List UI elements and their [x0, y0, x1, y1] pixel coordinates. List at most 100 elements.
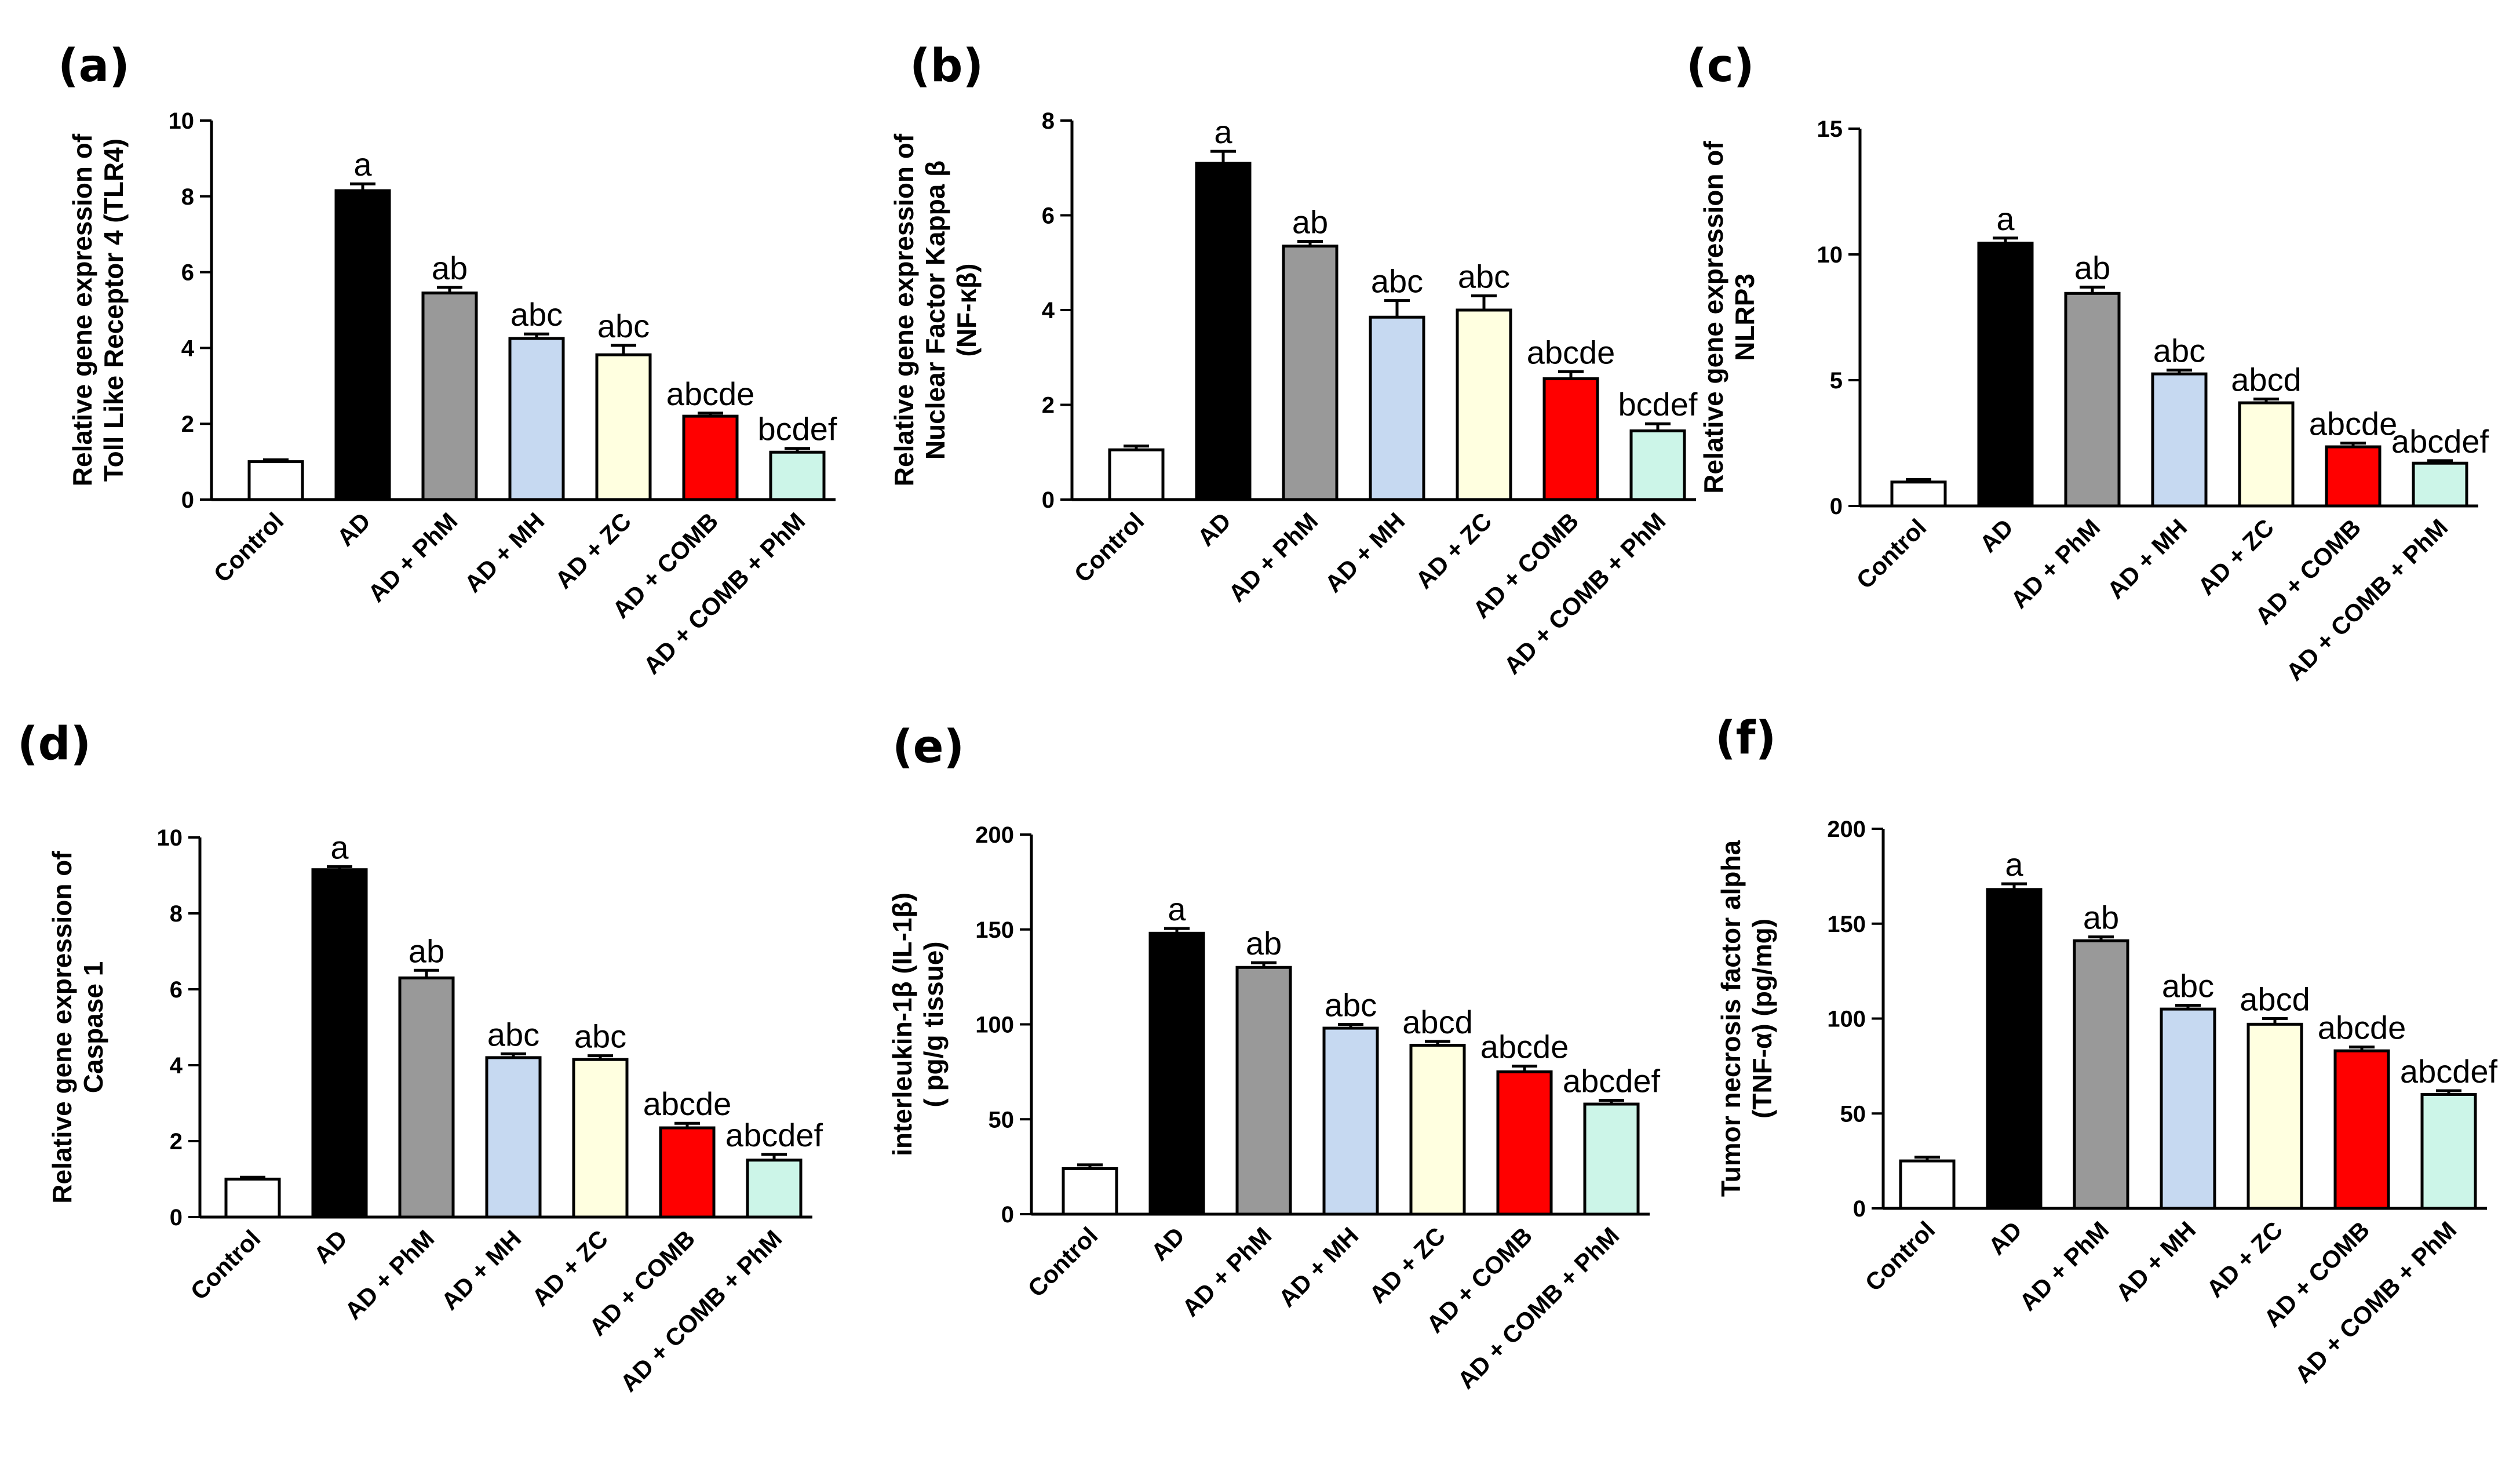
bar	[2333, 1049, 2390, 1210]
category-label: AD	[1974, 513, 2018, 558]
significance-label: bcdef	[1618, 386, 1698, 422]
significance-label: abcde	[1527, 334, 1615, 370]
significance-label: abc	[574, 1018, 626, 1055]
category-label: AD + COMB + PhM	[615, 1225, 787, 1397]
y-tick-label: 8	[1042, 108, 1055, 134]
bar	[1148, 931, 1205, 1216]
bar	[1890, 480, 1947, 508]
significance-label: ab	[2074, 249, 2110, 286]
significance-label: ab	[1246, 925, 1282, 961]
category-label: AD + COMB + PhM	[2289, 1216, 2461, 1388]
bar	[508, 337, 565, 501]
y-tick-label: 10	[1817, 242, 1843, 268]
significance-label: a	[2005, 846, 2023, 883]
significance-label: abc	[487, 1016, 539, 1052]
bar	[769, 450, 826, 501]
significance-label: ab	[1292, 203, 1328, 240]
panel-label: (f)	[1715, 712, 1776, 764]
y-tick-label: 0	[181, 487, 194, 513]
y-tick-label: 6	[170, 977, 183, 1003]
bar	[1062, 1167, 1118, 1216]
y-axis-title: interleukin-1β (IL-1β)( pg/g tissue)	[887, 893, 949, 1156]
significance-label: abcde	[2318, 1010, 2406, 1046]
bar	[1409, 1044, 1466, 1216]
y-tick-label: 50	[989, 1107, 1015, 1132]
category-label: AD + MH	[1273, 1222, 1363, 1312]
significance-label: abc	[1325, 987, 1377, 1023]
category-label: AD + PhM	[340, 1225, 440, 1325]
category-label: AD + ZC	[1410, 507, 1497, 594]
significance-label: abc	[1371, 263, 1423, 300]
bar	[2238, 401, 2295, 508]
y-axis-title: Relative gene expression ofNLRP3	[1698, 141, 1760, 494]
category-label: AD + PhM	[2005, 513, 2106, 614]
bar	[485, 1056, 542, 1219]
panel-label: (a)	[58, 40, 130, 92]
significance-label: abcdef	[2400, 1053, 2498, 1090]
bar	[1583, 1102, 1640, 1216]
panel-label: (c)	[1686, 40, 1755, 92]
y-tick-label: 10	[157, 825, 183, 851]
significance-label: abcd	[2240, 981, 2310, 1018]
category-label: AD + MH	[459, 507, 549, 598]
significance-label: abc	[2162, 968, 2214, 1004]
bar	[659, 1126, 716, 1219]
significance-label: abcde	[643, 1086, 732, 1122]
y-tick-label: 200	[1827, 817, 1866, 842]
chart-panel-c: (c) 0 5 10 15 Relative gene expression ofNLRP…	[1686, 40, 2489, 686]
significance-label: a	[353, 146, 372, 183]
category-label: AD	[1192, 507, 1236, 551]
y-axis-title-line: Caspase 1	[78, 961, 108, 1094]
y-axis-title: Relative gene expression ofToll Like Rec…	[67, 133, 129, 486]
bar	[2420, 1093, 2477, 1210]
significance-label: abc	[2153, 333, 2205, 369]
category-label: AD + PhM	[1223, 507, 1323, 607]
bar	[572, 1058, 629, 1219]
y-tick-label: 0	[1001, 1202, 1014, 1227]
category-label: Control	[1860, 1216, 1941, 1296]
chart-panel-f: (f) 0 50 100 150 200 Tumor necrosis factor alp…	[1715, 712, 2498, 1388]
y-tick-label: 15	[1817, 116, 1843, 142]
y-tick-label: 6	[1042, 203, 1055, 229]
panel-label: (b)	[910, 40, 983, 92]
bar	[311, 868, 368, 1219]
y-tick-label: 8	[181, 184, 194, 210]
y-axis-title-line: Relative gene expression of	[47, 851, 77, 1204]
significance-label: a	[1214, 114, 1232, 150]
significance-label: abcd	[1402, 1004, 1472, 1040]
significance-label: abcdef	[2391, 423, 2489, 460]
y-tick-label: 4	[181, 336, 195, 361]
significance-label: abc	[1458, 258, 1510, 294]
significance-label: a	[1996, 201, 2015, 237]
bar	[1629, 429, 1686, 501]
y-tick-label: 100	[975, 1012, 1014, 1038]
bar	[682, 414, 739, 501]
bar	[1456, 308, 1512, 501]
y-tick-label: 0	[1853, 1196, 1866, 1222]
y-tick-label: 2	[170, 1129, 183, 1154]
significance-label: abc	[597, 308, 650, 344]
category-label: AD	[308, 1225, 352, 1269]
category-label: AD + MH	[2102, 513, 2192, 604]
bar	[2064, 292, 2121, 508]
bar	[247, 460, 304, 501]
category-label: Control	[1851, 513, 1932, 594]
category-label: AD + PhM	[1177, 1222, 1277, 1322]
significance-label: a	[330, 829, 349, 865]
y-tick-label: 2	[181, 411, 194, 437]
category-label: AD + COMB + PhM	[1498, 507, 1671, 679]
panel-label: (d)	[17, 718, 91, 770]
bar	[2151, 372, 2208, 508]
y-axis-title-line: Toll Like Receptor 4 (TLR4)	[99, 139, 129, 482]
y-axis-title: Tumor necrosis factor alpha(TNF-α) (pg/m…	[1716, 840, 1777, 1197]
y-tick-label: 150	[1827, 912, 1866, 937]
bar	[1542, 377, 1599, 501]
category-label: AD	[331, 507, 375, 551]
y-axis-title-line: interleukin-1β (IL-1β)	[887, 893, 917, 1156]
significance-label: abcde	[1480, 1029, 1569, 1065]
bar	[1195, 162, 1252, 501]
y-axis-title-line: Relative gene expression of	[1698, 141, 1728, 494]
y-tick-label: 150	[975, 917, 1014, 943]
category-label: AD + MH	[1319, 507, 1410, 598]
y-tick-label: 4	[1042, 298, 1055, 323]
